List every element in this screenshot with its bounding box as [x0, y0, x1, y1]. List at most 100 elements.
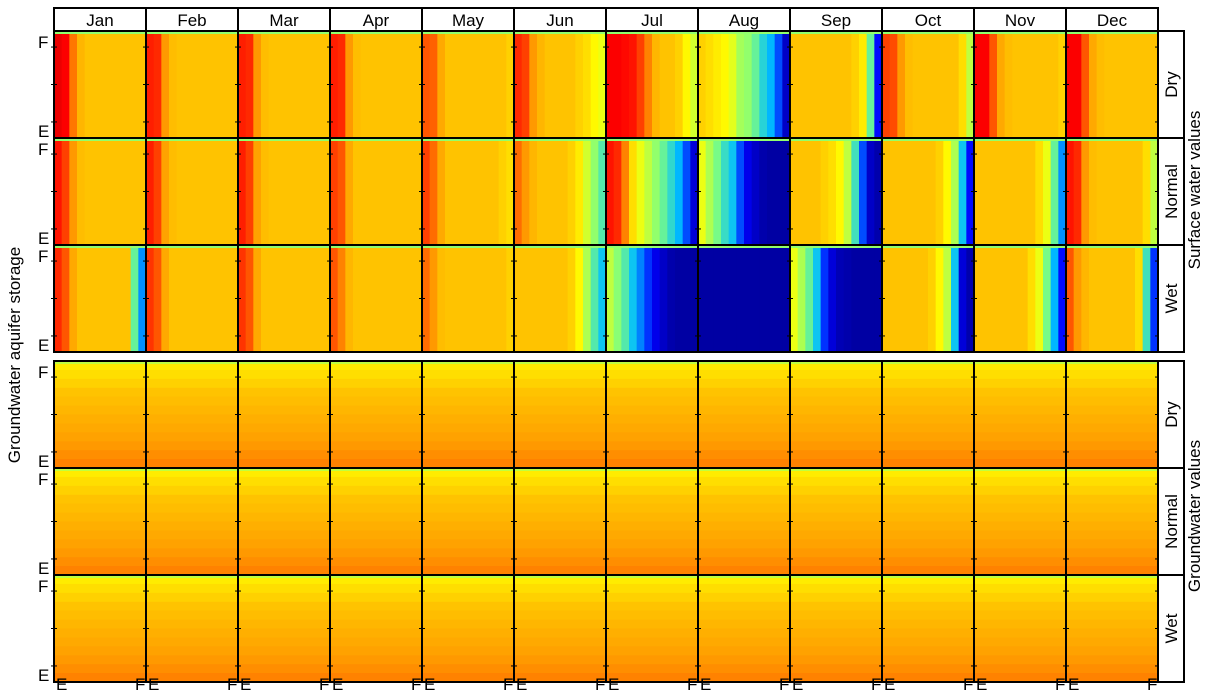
heatmap-cell	[307, 245, 316, 352]
heatmap-cell	[383, 31, 392, 138]
groundwater-panel-jan-dry	[54, 361, 146, 469]
heatmap-cell	[882, 423, 974, 433]
heatmap-cell	[698, 673, 790, 683]
heatmap-cell	[54, 539, 146, 549]
heatmap-cell	[590, 31, 599, 138]
heatmap-cell	[422, 378, 514, 389]
heatmap-cell	[429, 31, 438, 138]
heatmap-cell	[736, 31, 745, 138]
heatmap-cell	[552, 31, 561, 138]
heatmap-cell	[276, 31, 285, 138]
heatmap-cell	[337, 31, 346, 138]
heatmap-cell	[54, 521, 146, 531]
heatmap-cell	[514, 601, 606, 612]
heatmap-top-band	[974, 31, 1066, 34]
heatmap-cell	[184, 138, 193, 245]
heatmap-cell	[882, 628, 974, 638]
heatmap-cell	[460, 31, 469, 138]
heatmap-cell	[422, 655, 514, 665]
heatmap-cell	[345, 138, 354, 245]
heatmap-cell	[974, 138, 983, 245]
heatmap-cell	[698, 138, 707, 245]
heatmap-cell	[483, 245, 492, 352]
heatmap-cell	[445, 31, 454, 138]
heatmap-cell	[422, 610, 514, 621]
heatmap-cell	[897, 245, 906, 352]
heatmap-cell	[874, 138, 883, 245]
heatmap-cell	[422, 450, 514, 460]
heatmap-cell	[997, 245, 1006, 352]
heatmap-top-band	[882, 575, 974, 578]
heatmap-cell	[69, 31, 78, 138]
surface-panel-jun-wet	[514, 245, 607, 352]
heatmap-cell	[215, 138, 224, 245]
heatmap-cell	[345, 245, 354, 352]
x-tick-label-e: E	[700, 675, 711, 694]
heatmap-cell	[567, 31, 576, 138]
heatmap-cell	[1089, 31, 1098, 138]
heatmap-cell	[399, 31, 408, 138]
heatmap-cell	[1066, 378, 1158, 389]
heatmap-cell	[698, 245, 707, 352]
heatmap-cell	[912, 245, 921, 352]
heatmap-cell	[882, 530, 974, 540]
heatmap-cell	[422, 521, 514, 531]
heatmap-top-band	[330, 468, 422, 471]
heatmap-cell	[1066, 539, 1158, 549]
heatmap-top-band	[974, 138, 1066, 141]
heatmap-cell	[997, 31, 1006, 138]
groundwater-panel-may-dry	[422, 361, 514, 469]
heatmap-cell	[682, 245, 691, 352]
heatmap-cell	[353, 245, 362, 352]
heatmap-cell	[882, 610, 974, 621]
heatmap-cell	[767, 138, 776, 245]
heatmap-cell	[1073, 138, 1082, 245]
heatmap-cell	[77, 31, 86, 138]
heatmap-cell	[981, 31, 990, 138]
heatmap-cell	[330, 503, 422, 514]
heatmap-cell	[828, 31, 837, 138]
heatmap-cell	[882, 494, 974, 505]
heatmap-cell	[974, 512, 1066, 522]
heatmap-cell	[54, 138, 63, 245]
heatmap-cell	[514, 664, 606, 674]
heatmap-cell	[146, 423, 238, 433]
heatmap-cell	[146, 548, 238, 558]
strip-label-dry: Dry	[1162, 401, 1181, 428]
heatmap-cell	[928, 245, 937, 352]
heatmap-top-band	[606, 468, 698, 471]
heatmap-cell	[1066, 441, 1158, 451]
heatmap-cell	[192, 138, 201, 245]
heatmap-cell	[882, 31, 891, 138]
heatmap-cell	[107, 245, 116, 352]
y-axis-label: Groundwater aquifer storage	[5, 247, 24, 463]
heatmap-cell	[981, 138, 990, 245]
heatmap-cell	[989, 138, 998, 245]
heatmap-cell	[1066, 512, 1158, 522]
heatmap-cell	[851, 138, 860, 245]
heatmap-cell	[882, 369, 974, 380]
heatmap-cell	[330, 575, 422, 585]
strip-label-normal: Normal	[1162, 164, 1181, 219]
heatmap-cell	[974, 414, 1066, 424]
groundwater-panel-mar-normal	[238, 468, 330, 576]
heatmap-cell	[1066, 664, 1158, 674]
groundwater-panel-feb-wet	[146, 575, 238, 683]
heatmap-cell	[1066, 628, 1158, 638]
heatmap-cell	[330, 601, 422, 612]
heatmap-cell	[54, 592, 146, 603]
heatmap-cell	[261, 245, 270, 352]
heatmap-cell	[866, 245, 875, 352]
heatmap-cell	[606, 637, 698, 647]
heatmap-cell	[491, 138, 500, 245]
heatmap-cell	[721, 31, 730, 138]
heatmap-cell	[330, 566, 422, 576]
strip-label-wet: Wet	[1162, 613, 1181, 643]
heatmap-cell	[552, 245, 561, 352]
heatmap-cell	[123, 138, 132, 245]
heatmap-cell	[698, 539, 790, 549]
heatmap-cell	[238, 432, 330, 442]
heatmap-cell	[146, 566, 238, 576]
heatmap-cell	[245, 31, 254, 138]
surface-panel-nov-wet	[974, 245, 1067, 352]
